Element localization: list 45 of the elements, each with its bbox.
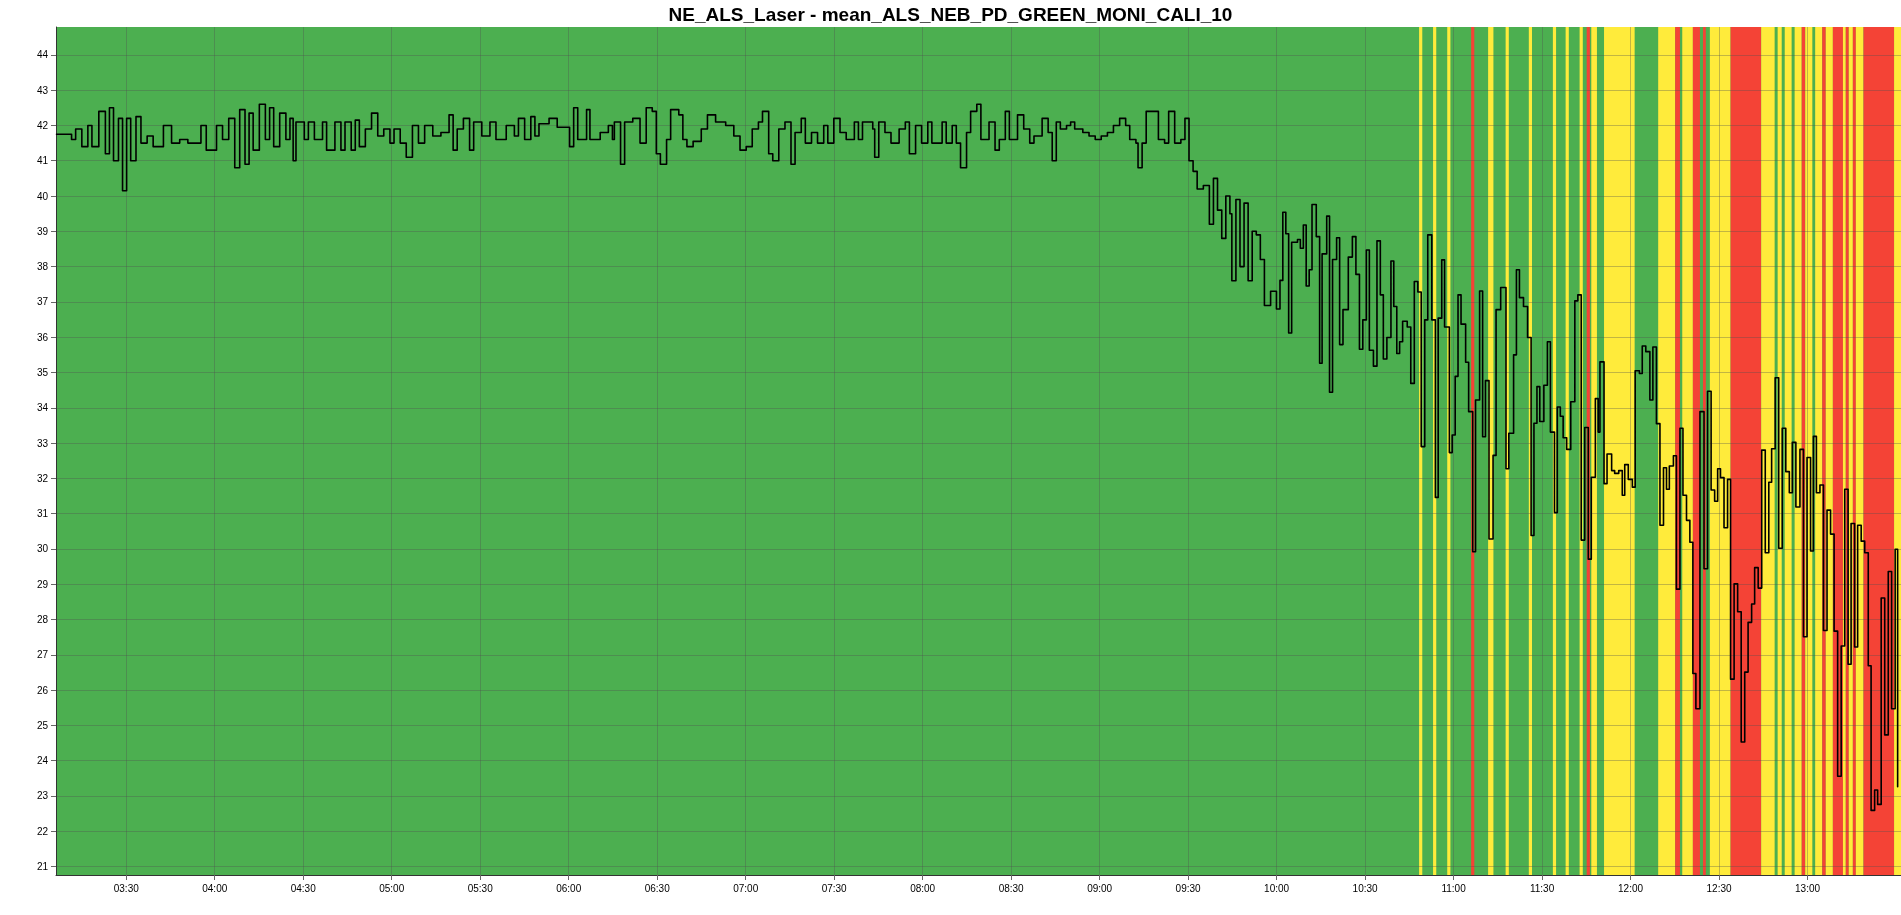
y-tick-label: 36 (36, 331, 49, 343)
y-tick-label: 22 (36, 825, 49, 837)
x-tick-label: 05:30 (467, 882, 494, 894)
x-tick-label: 07:00 (733, 882, 759, 894)
y-tick-label: 40 (36, 190, 49, 202)
y-tick-label: 32 (36, 472, 49, 484)
x-tick-label: 11:00 (1441, 882, 1467, 894)
x-tick-label: 09:30 (1175, 882, 1202, 894)
y-tick-label: 35 (36, 366, 49, 378)
y-tick-label: 30 (36, 543, 49, 555)
y-tick-label: 33 (36, 437, 49, 449)
x-tick-label: 04:30 (290, 882, 317, 894)
y-tick-label: 44 (36, 49, 49, 61)
y-tick-label: 23 (36, 790, 49, 802)
x-tick-label: 11:30 (1529, 882, 1555, 894)
x-tick-label: 05:00 (379, 882, 405, 894)
x-tick-label: 10:30 (1352, 882, 1379, 894)
x-tick-label: 12:00 (1618, 882, 1644, 894)
y-tick-label: 31 (36, 508, 49, 520)
y-tick-label: 21 (36, 861, 49, 873)
y-tick-label: 37 (36, 296, 49, 308)
x-tick-label: 13:00 (1795, 882, 1821, 894)
x-tick-label: 03:30 (113, 882, 140, 894)
y-tick-label: 39 (36, 225, 49, 237)
y-tick-label: 41 (36, 155, 49, 167)
y-tick-label: 25 (36, 719, 49, 731)
y-tick-label: 34 (36, 402, 49, 414)
x-tick-label: 08:30 (998, 882, 1025, 894)
y-tick-label: 29 (36, 578, 49, 590)
x-tick-label: 10:00 (1264, 882, 1290, 894)
x-tick-label: 07:30 (821, 882, 848, 894)
y-tick-label: 26 (36, 684, 49, 696)
y-tick-label: 38 (36, 261, 49, 273)
y-tick-label: 42 (36, 119, 49, 131)
chart-title: NE_ALS_Laser - mean_ALS_NEB_PD_GREEN_MONI_CALI_10 (668, 4, 1233, 25)
y-tick-label: 24 (36, 755, 49, 767)
x-tick-label: 06:30 (644, 882, 671, 894)
y-tick-label: 43 (36, 84, 49, 96)
x-tick-label: 08:00 (910, 882, 936, 894)
x-tick-label: 12:30 (1706, 882, 1733, 894)
y-tick-label: 28 (36, 614, 49, 626)
x-tick-label: 06:00 (556, 882, 582, 894)
x-tick-label: 04:00 (202, 882, 228, 894)
x-tick-label: 09:00 (1087, 882, 1113, 894)
y-tick-label: 27 (36, 649, 49, 661)
